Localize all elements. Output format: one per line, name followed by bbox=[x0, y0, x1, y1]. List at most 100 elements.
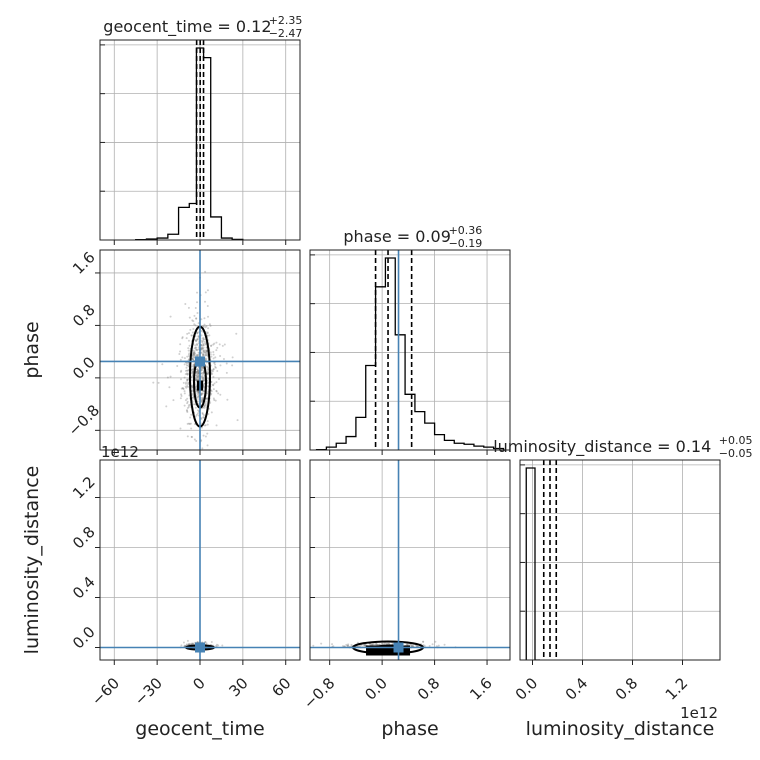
title-main: phase = 0.09 bbox=[343, 227, 450, 246]
sample-point bbox=[194, 306, 197, 309]
sample-point bbox=[376, 643, 379, 646]
sample-point bbox=[197, 390, 200, 393]
x-axis-label: luminosity_distance bbox=[526, 718, 715, 740]
sample-point bbox=[195, 379, 198, 382]
sample-point bbox=[187, 385, 190, 388]
title-main: geocent_time = 0.12 bbox=[103, 17, 271, 37]
truth-marker bbox=[393, 642, 404, 653]
sample-point bbox=[172, 399, 175, 402]
sample-point bbox=[185, 364, 188, 367]
sample-point bbox=[215, 644, 218, 647]
sample-point bbox=[193, 314, 196, 317]
sample-point bbox=[197, 353, 200, 356]
sample-point bbox=[222, 357, 225, 360]
panel-title: geocent_time = 0.12+2.35−2.47 bbox=[103, 14, 302, 40]
sample-point bbox=[212, 357, 215, 360]
sample-point bbox=[194, 339, 197, 342]
sample-point bbox=[191, 357, 194, 360]
sample-point bbox=[197, 377, 200, 380]
y-axis-label: phase bbox=[21, 321, 43, 378]
sample-point bbox=[185, 362, 188, 365]
sample-point bbox=[187, 372, 190, 375]
sample-point bbox=[209, 353, 212, 356]
x-tick-label: 0 bbox=[189, 674, 208, 693]
sample-point bbox=[411, 644, 414, 647]
sample-point bbox=[191, 386, 194, 389]
sample-point bbox=[206, 373, 209, 376]
sample-point bbox=[356, 641, 359, 644]
sample-point bbox=[202, 416, 205, 419]
sample-point bbox=[201, 376, 204, 379]
sample-point bbox=[195, 390, 198, 393]
y-tick-label: 1.6 bbox=[69, 248, 99, 278]
sample-point bbox=[186, 379, 189, 382]
sample-point bbox=[196, 337, 199, 340]
sample-point bbox=[197, 372, 200, 375]
sample-point bbox=[201, 376, 204, 379]
sample-point bbox=[195, 340, 198, 343]
sample-point bbox=[386, 642, 389, 645]
sample-point bbox=[202, 354, 205, 357]
sample-point bbox=[202, 338, 205, 341]
sample-point bbox=[211, 372, 214, 375]
histogram-phase bbox=[315, 257, 505, 450]
sample-point bbox=[189, 422, 192, 425]
panel-title: phase = 0.09+0.36−0.19 bbox=[343, 224, 482, 250]
sample-point bbox=[197, 351, 200, 354]
sample-point bbox=[196, 370, 199, 373]
sample-point bbox=[196, 373, 199, 376]
sample-point bbox=[236, 419, 239, 422]
title-minus: −0.05 bbox=[719, 447, 753, 460]
sample-point bbox=[320, 642, 323, 645]
sample-point bbox=[206, 350, 209, 353]
sample-point bbox=[183, 390, 186, 393]
sample-point bbox=[202, 346, 205, 349]
sample-point bbox=[190, 334, 193, 337]
sample-point bbox=[212, 384, 215, 387]
sample-point bbox=[166, 376, 169, 379]
y-offset-text: 1e12 bbox=[101, 443, 139, 461]
sample-point bbox=[381, 642, 384, 645]
x-axis-label: phase bbox=[381, 718, 438, 740]
sample-point bbox=[202, 385, 205, 388]
sample-point bbox=[201, 340, 204, 343]
sample-point bbox=[409, 643, 412, 646]
sample-point bbox=[214, 399, 217, 402]
sample-point bbox=[209, 351, 212, 354]
sample-point bbox=[206, 397, 209, 400]
sample-point bbox=[186, 369, 189, 372]
sample-point bbox=[178, 353, 181, 356]
sample-point bbox=[212, 368, 215, 371]
panel-content bbox=[525, 460, 558, 660]
sample-point bbox=[192, 363, 195, 366]
sample-point bbox=[180, 369, 183, 372]
sample-point bbox=[184, 382, 187, 385]
sample-point bbox=[193, 323, 196, 326]
sample-point bbox=[195, 374, 198, 377]
histogram-luminosity_distance bbox=[525, 467, 540, 660]
sample-point bbox=[215, 381, 218, 384]
sample-point bbox=[194, 387, 197, 390]
x-tick-label: 0.8 bbox=[612, 674, 642, 704]
sample-point bbox=[211, 370, 214, 373]
sample-point bbox=[223, 343, 226, 346]
sample-point bbox=[203, 351, 206, 354]
sample-point bbox=[212, 375, 215, 378]
sample-point bbox=[206, 420, 209, 423]
sample-point bbox=[196, 373, 199, 376]
gridlines bbox=[520, 460, 720, 660]
sample-point bbox=[195, 338, 198, 341]
sample-point bbox=[202, 383, 205, 386]
sample-point bbox=[181, 356, 184, 359]
sample-point bbox=[169, 375, 172, 378]
sample-point bbox=[192, 351, 195, 354]
sample-point bbox=[204, 270, 207, 273]
sample-point bbox=[188, 355, 191, 358]
sample-point bbox=[391, 642, 394, 645]
sample-point bbox=[195, 354, 198, 357]
sample-point bbox=[207, 315, 210, 318]
sample-point bbox=[182, 387, 185, 390]
sample-point bbox=[212, 367, 215, 370]
sample-point bbox=[202, 336, 205, 339]
sample-point bbox=[217, 392, 220, 395]
